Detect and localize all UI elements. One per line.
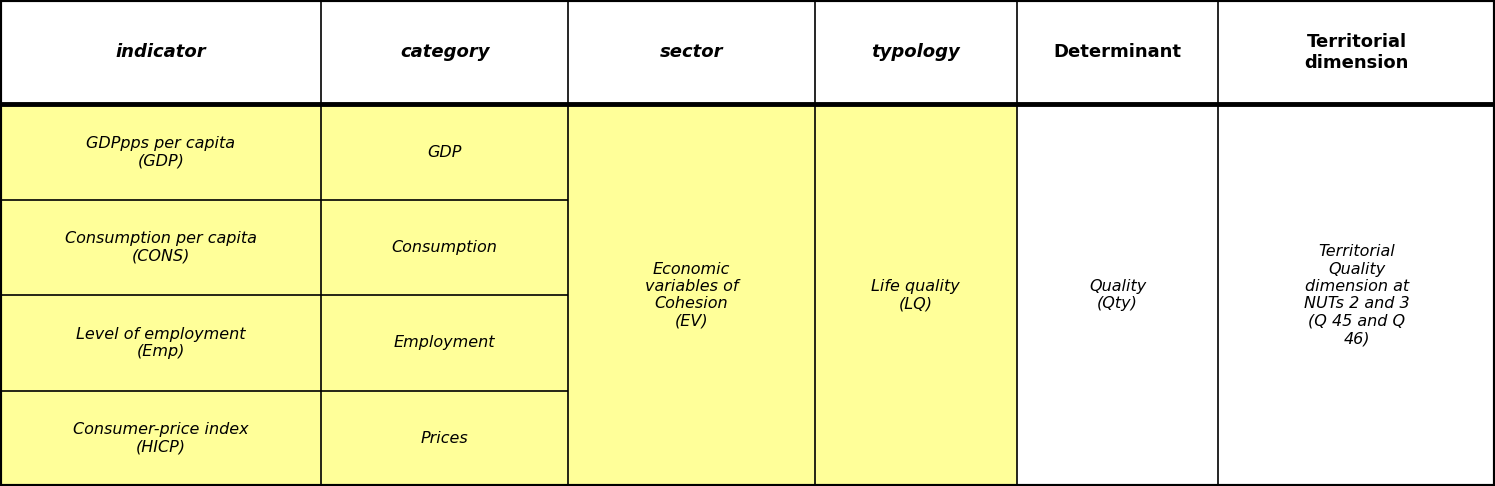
Text: Employment: Employment <box>395 335 495 350</box>
Bar <box>321 295 568 391</box>
Bar <box>568 104 815 486</box>
Text: GDPpps per capita
(GDP): GDPpps per capita (GDP) <box>87 136 235 168</box>
Bar <box>815 104 1017 486</box>
Text: Level of employment
(Emp): Level of employment (Emp) <box>76 327 245 359</box>
Text: Consumer-price index
(HICP): Consumer-price index (HICP) <box>73 422 248 454</box>
Bar <box>321 0 568 104</box>
Bar <box>1218 0 1495 104</box>
Text: GDP: GDP <box>428 145 462 160</box>
Text: Determinant: Determinant <box>1054 43 1181 61</box>
Bar <box>0 200 321 295</box>
Bar <box>1218 104 1495 486</box>
Bar <box>0 104 321 200</box>
Text: Consumption: Consumption <box>392 240 498 255</box>
Text: Quality
(Qty): Quality (Qty) <box>1088 279 1147 312</box>
Text: Consumption per capita
(CONS): Consumption per capita (CONS) <box>64 231 257 264</box>
Bar <box>815 0 1017 104</box>
Text: Prices: Prices <box>422 431 468 446</box>
Text: Life quality
(LQ): Life quality (LQ) <box>872 279 960 312</box>
Bar <box>0 391 321 486</box>
Bar <box>1017 0 1218 104</box>
Text: typology: typology <box>872 43 960 61</box>
Bar <box>321 391 568 486</box>
Bar <box>0 0 321 104</box>
Text: sector: sector <box>659 43 724 61</box>
Text: category: category <box>401 43 489 61</box>
Bar <box>568 0 815 104</box>
Bar <box>321 104 568 200</box>
Text: Territorial
dimension: Territorial dimension <box>1305 33 1408 71</box>
Text: Economic
variables of
Cohesion
(EV): Economic variables of Cohesion (EV) <box>644 261 739 329</box>
Bar <box>1017 104 1218 486</box>
Bar <box>0 295 321 391</box>
Bar <box>321 200 568 295</box>
Text: indicator: indicator <box>115 43 206 61</box>
Text: Territorial
Quality
dimension at
NUTs 2 and 3
(Q 45 and Q
46): Territorial Quality dimension at NUTs 2 … <box>1304 244 1410 346</box>
